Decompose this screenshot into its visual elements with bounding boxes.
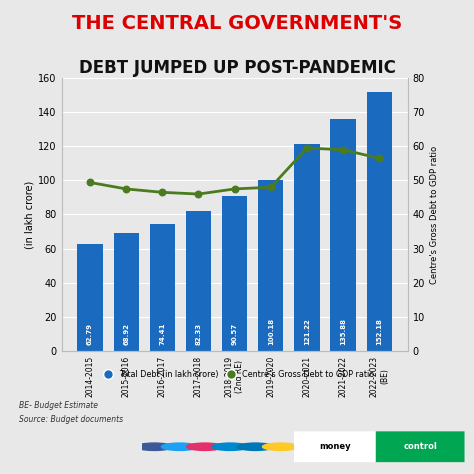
Text: 74.41: 74.41	[159, 322, 165, 345]
Point	[375, 155, 383, 162]
FancyBboxPatch shape	[294, 431, 376, 462]
Text: 121.22: 121.22	[304, 318, 310, 345]
Text: 100.18: 100.18	[268, 318, 274, 345]
Bar	[186, 210, 211, 351]
Text: 90.57: 90.57	[232, 323, 237, 345]
Point	[195, 190, 202, 198]
Bar	[222, 197, 247, 351]
Text: THE CENTRAL GOVERNMENT'S: THE CENTRAL GOVERNMENT'S	[72, 14, 402, 33]
Circle shape	[162, 443, 198, 450]
Y-axis label: (in lakh crore): (in lakh crore)	[24, 181, 34, 248]
Text: Source: Budget documents: Source: Budget documents	[19, 415, 123, 424]
Point	[122, 185, 130, 193]
Text: 68.92: 68.92	[123, 323, 129, 345]
Text: 82.33: 82.33	[195, 323, 201, 345]
Circle shape	[212, 443, 248, 450]
Text: 152.18: 152.18	[376, 318, 382, 345]
Y-axis label: Centre's Gross Debt to GDP ratio: Centre's Gross Debt to GDP ratio	[430, 146, 439, 283]
Circle shape	[263, 443, 299, 450]
Legend: Total Debt (in lakh crore), Centre’s Gross Debt to GDP ratio: Total Debt (in lakh crore), Centre’s Gro…	[97, 367, 377, 383]
Circle shape	[237, 443, 273, 450]
Point	[267, 183, 274, 191]
Bar	[113, 233, 139, 351]
Bar	[150, 224, 175, 351]
Point	[158, 189, 166, 196]
Bar	[366, 91, 392, 351]
Text: DEBT JUMPED UP POST-PANDEMIC: DEBT JUMPED UP POST-PANDEMIC	[79, 59, 395, 77]
Point	[86, 179, 94, 186]
Bar	[77, 244, 103, 351]
Bar	[294, 144, 319, 351]
Point	[339, 146, 347, 154]
Text: 135.88: 135.88	[340, 318, 346, 345]
Point	[303, 144, 311, 152]
Point	[231, 185, 238, 193]
Text: control: control	[403, 442, 437, 451]
FancyBboxPatch shape	[376, 431, 465, 462]
Text: 62.79: 62.79	[87, 323, 93, 345]
Bar	[330, 119, 356, 351]
Bar	[258, 180, 283, 351]
Text: BE- Budget Estimate: BE- Budget Estimate	[19, 401, 98, 410]
Circle shape	[187, 443, 223, 450]
Text: money: money	[319, 442, 351, 451]
Circle shape	[136, 443, 173, 450]
